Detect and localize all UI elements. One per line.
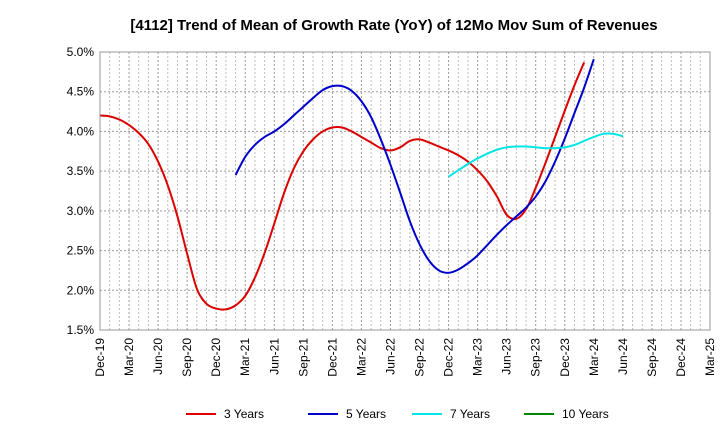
series-line-7-years	[448, 132, 624, 178]
y-tick-label: 2.0%	[67, 283, 95, 297]
x-tick-label: Dec-24	[674, 338, 688, 377]
y-tick-label: 5.0%	[67, 45, 95, 59]
x-tick-label: Sep-24	[645, 338, 659, 377]
chart-title: [4112] Trend of Mean of Growth Rate (YoY…	[130, 17, 657, 34]
x-tick-label: Dec-21	[325, 338, 339, 377]
legend: 3 Years 5 Years 7 Years 10 Years	[186, 407, 609, 421]
y-tick-label: 2.5%	[67, 244, 95, 258]
x-tick-label: Jun-22	[383, 338, 397, 375]
x-tick-label: Dec-23	[558, 338, 572, 377]
x-axis: Dec-19 Mar-20 Jun-20 Sep-20 Dec-20 Mar-21 Jun-…	[93, 338, 717, 377]
y-tick-label: 1.5%	[67, 323, 95, 337]
x-tick-label: Jun-21	[267, 338, 281, 375]
x-tick-label: Sep-20	[180, 338, 194, 377]
y-tick-label: 3.0%	[67, 204, 95, 218]
legend-label: 3 Years	[224, 407, 264, 421]
grid	[99, 51, 711, 331]
x-tick-label: Mar-20	[122, 338, 136, 376]
plot-frame	[99, 51, 711, 331]
y-tick-label: 3.5%	[67, 164, 95, 178]
x-tick-label: Mar-22	[354, 338, 368, 376]
x-tick-label: Mar-21	[238, 338, 252, 376]
x-tick-label: Sep-22	[413, 338, 427, 377]
series-line-5-years	[234, 58, 595, 274]
legend-label: 5 Years	[346, 407, 386, 421]
x-tick-label: Dec-19	[93, 338, 107, 377]
legend-label: 10 Years	[562, 407, 609, 421]
legend-label: 7 Years	[450, 407, 490, 421]
x-tick-label: Mar-24	[587, 338, 601, 376]
y-tick-label: 4.5%	[67, 85, 95, 99]
x-tick-label: Sep-23	[529, 338, 543, 377]
x-tick-label: Jun-24	[616, 338, 630, 375]
y-axis: 5.0% 4.5% 4.0% 3.5% 3.0% 2.5% 2.0% 1.5%	[67, 45, 95, 337]
x-tick-label: Dec-20	[209, 338, 223, 377]
x-tick-label: Mar-25	[703, 338, 717, 376]
x-tick-label: Mar-23	[471, 338, 485, 376]
x-tick-label: Dec-22	[442, 338, 456, 377]
x-tick-label: Jun-23	[500, 338, 514, 375]
series-line-3-years	[99, 61, 586, 311]
x-tick-label: Jun-20	[151, 338, 165, 375]
x-tick-label: Sep-21	[296, 338, 310, 377]
y-tick-label: 4.0%	[67, 124, 95, 138]
series-group	[99, 58, 624, 311]
